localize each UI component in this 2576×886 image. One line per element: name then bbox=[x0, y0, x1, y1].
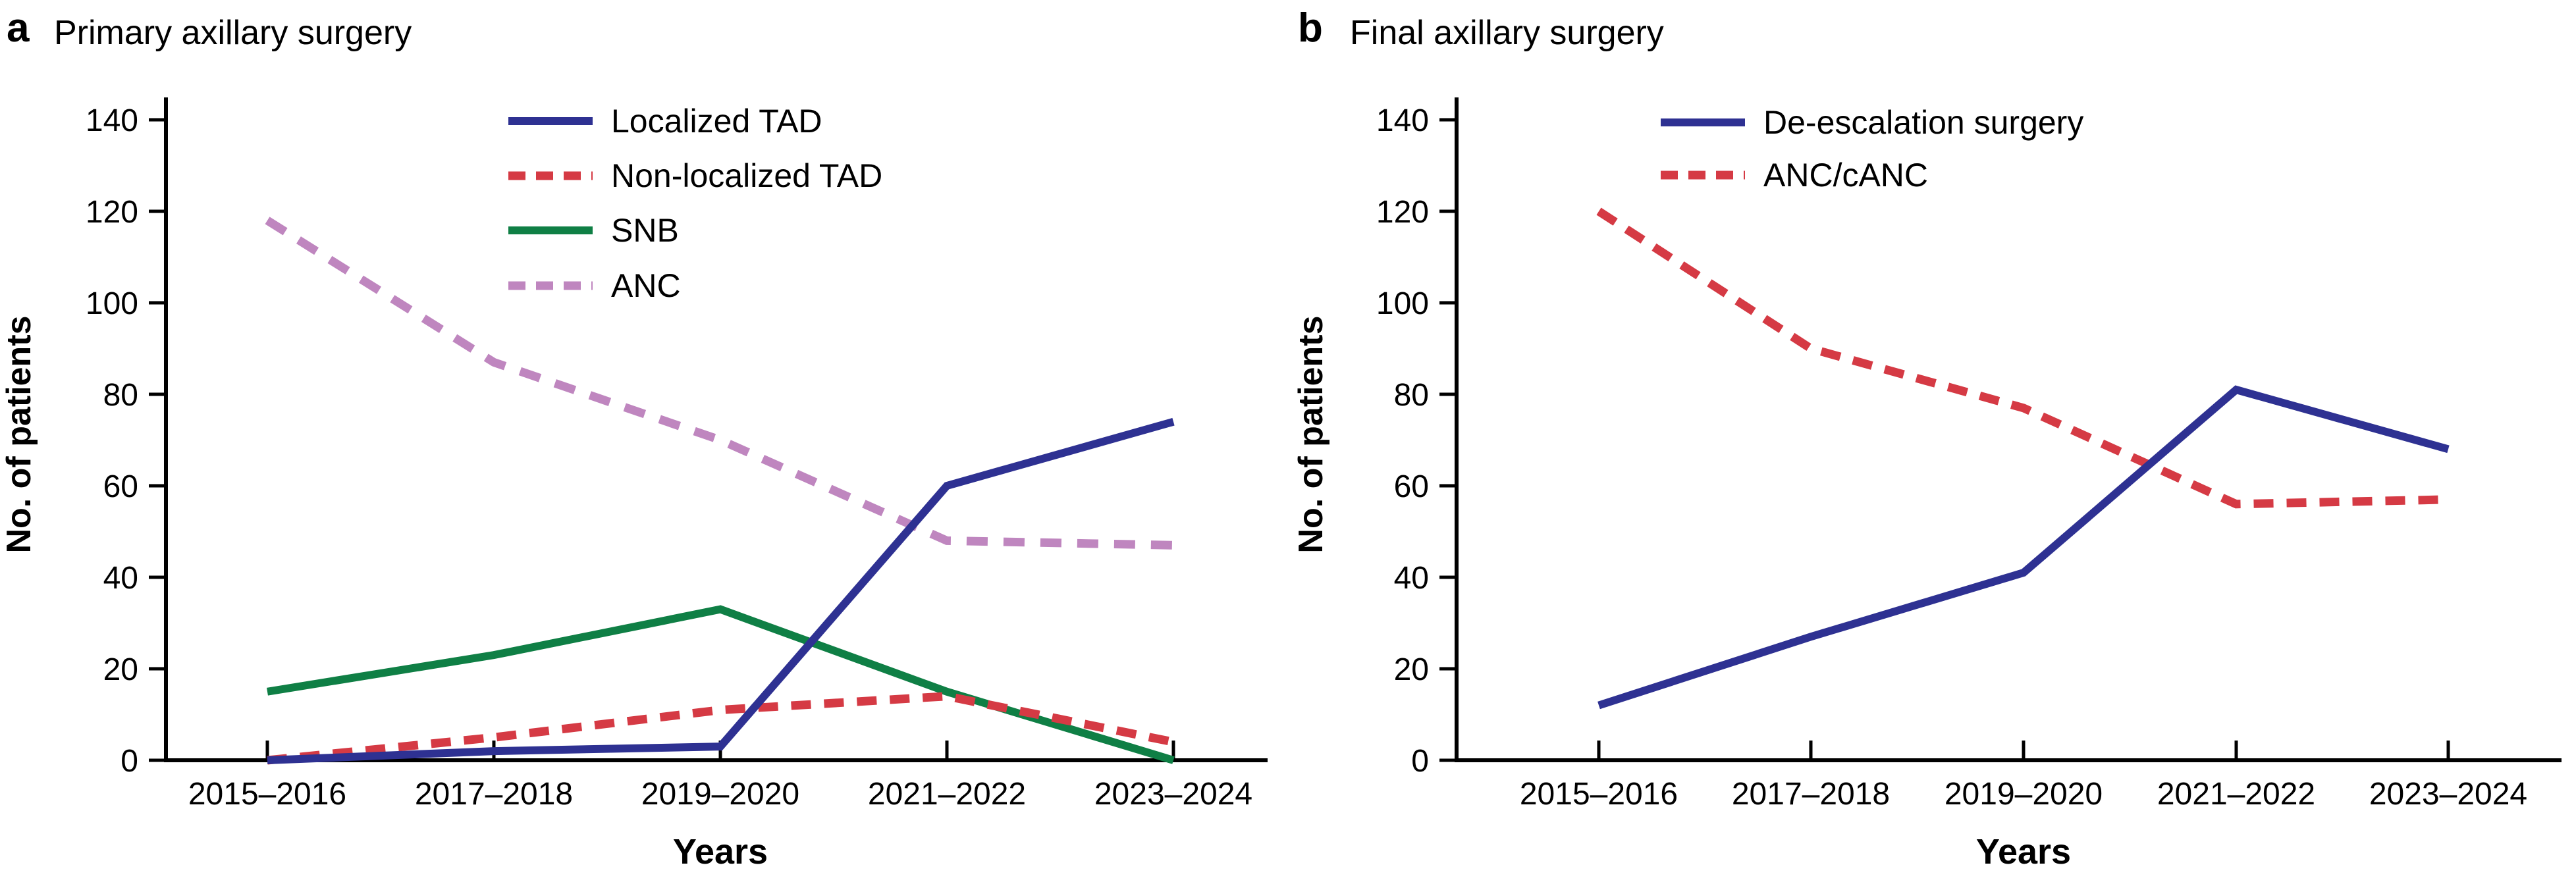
panel-b-x-axis-label: Years bbox=[1976, 832, 2071, 872]
panel-a-series-non-localized-tad-line bbox=[267, 692, 1175, 765]
panel-b-y-tick-label: 140 bbox=[1376, 103, 1429, 138]
panel-b-y-tick-label: 0 bbox=[1411, 744, 1429, 779]
panel-b-y-tick-label: 120 bbox=[1376, 195, 1429, 230]
panel-b-letter: b bbox=[1298, 5, 1323, 51]
panel-a-letter: a bbox=[7, 5, 30, 51]
panel-a-y-axis-label: No. of patients bbox=[0, 315, 38, 553]
panel-a-y-tick-label: 100 bbox=[86, 286, 138, 321]
panel-b-x-tick-label: 2019–2020 bbox=[1945, 777, 2103, 812]
panel-b-y-tick-label: 20 bbox=[1394, 652, 1429, 687]
panel-b-y-tick-label: 60 bbox=[1394, 469, 1429, 504]
panel-a-y-tick-label: 80 bbox=[103, 378, 138, 413]
panel-b-y-axis-label: No. of patients bbox=[1292, 315, 1330, 553]
panel-a-x-tick-label: 2015–2016 bbox=[188, 777, 346, 812]
panel-a-title: Primary axillary surgery bbox=[54, 14, 412, 52]
panel-a-y-tick-label: 120 bbox=[86, 195, 138, 230]
legend-label-snb: SNB bbox=[611, 212, 679, 249]
panel-a-x-tick-label: 2017–2018 bbox=[415, 777, 573, 812]
panel-a-y-tick-label: 40 bbox=[103, 561, 138, 596]
panel-b-x-tick-label: 2023–2024 bbox=[2369, 777, 2527, 812]
panel-b-x-tick-label: 2021–2022 bbox=[2157, 777, 2315, 812]
panel-b-x-tick-label: 2015–2016 bbox=[1520, 777, 1678, 812]
panel-b-y-tick-label: 80 bbox=[1394, 378, 1429, 413]
panel-a-y-tick-label: 20 bbox=[103, 652, 138, 687]
legend-label-de-escalation-surgery: De-escalation surgery bbox=[1763, 104, 2083, 141]
legend-label-anc: ANC bbox=[611, 267, 681, 304]
legend-label-non-localized-tad: Non-localized TAD bbox=[611, 157, 882, 194]
panel-a-series-anc-line bbox=[265, 217, 1174, 550]
panel-a-x-axis-label: Years bbox=[673, 832, 768, 872]
panel-a-series-snb-line bbox=[267, 605, 1175, 764]
panel-a-y-tick-label: 0 bbox=[121, 744, 138, 779]
panel-a-x-tick-label: 2023–2024 bbox=[1094, 777, 1252, 812]
panel-a-axes bbox=[164, 97, 1268, 762]
panel-b-axes bbox=[1455, 97, 2562, 762]
panel-b-x-tick-label: 2017–2018 bbox=[1732, 777, 1890, 812]
panel-a-x-tick-label: 2021–2022 bbox=[868, 777, 1026, 812]
panel-b-y-tick-label: 100 bbox=[1376, 286, 1429, 321]
panel-a-x-tick-label: 2019–2020 bbox=[641, 777, 799, 812]
panel-a-series-localized-tad-line bbox=[267, 417, 1175, 764]
panel-b-series-anc-canc-line bbox=[1596, 207, 2449, 509]
panel-b-y-tick-label: 40 bbox=[1394, 561, 1429, 596]
panel-b-series-de-escalation-surgery-line bbox=[1597, 385, 2450, 710]
legend-label-localized-tad: Localized TAD bbox=[611, 103, 822, 140]
legend-label-anc-canc: ANC/cANC bbox=[1763, 157, 1928, 194]
panel-a-y-tick-label: 140 bbox=[86, 103, 138, 138]
panel-b-title: Final axillary surgery bbox=[1350, 14, 1664, 52]
panel-a-y-tick-label: 60 bbox=[103, 469, 138, 504]
